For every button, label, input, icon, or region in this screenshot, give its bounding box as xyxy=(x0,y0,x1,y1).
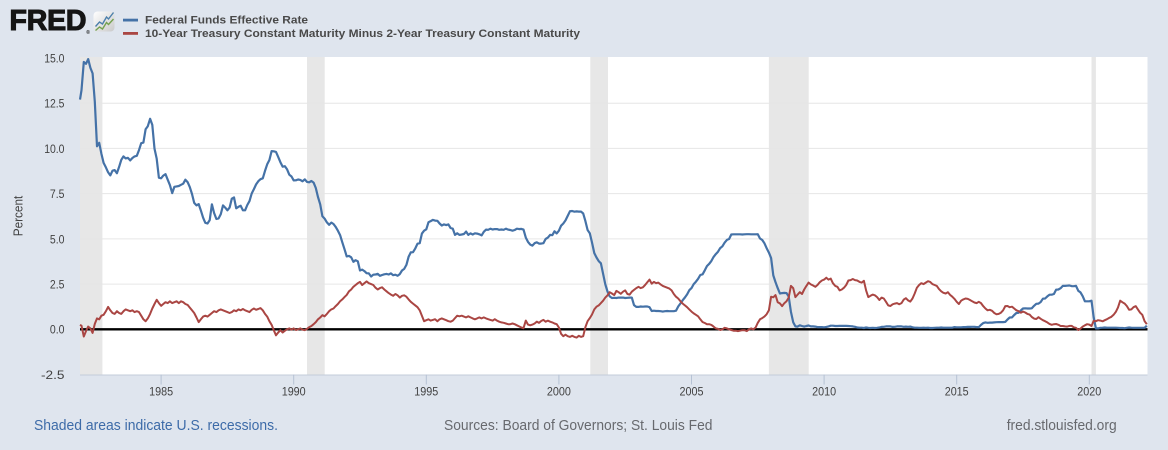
svg-text:2005: 2005 xyxy=(680,385,704,399)
svg-text:5.0: 5.0 xyxy=(50,232,65,246)
svg-text:fred.stlouisfed.org: fred.stlouisfed.org xyxy=(1007,418,1117,434)
svg-text:1985: 1985 xyxy=(149,385,173,399)
svg-text:2000: 2000 xyxy=(547,385,571,399)
svg-text:10-Year Treasury Constant Matu: 10-Year Treasury Constant Maturity Minus… xyxy=(145,28,581,40)
svg-text:Sources: Board of Governors; S: Sources: Board of Governors; St. Louis F… xyxy=(444,418,713,434)
svg-text:-2.5: -2.5 xyxy=(41,368,65,382)
svg-text:2010: 2010 xyxy=(812,385,836,399)
svg-text:2.5: 2.5 xyxy=(50,278,65,292)
svg-text:1990: 1990 xyxy=(282,385,306,399)
svg-text:0.0: 0.0 xyxy=(50,323,65,337)
svg-text:2020: 2020 xyxy=(1077,385,1101,399)
svg-text:Percent: Percent xyxy=(12,195,26,236)
svg-text:2015: 2015 xyxy=(945,385,969,399)
svg-text:1995: 1995 xyxy=(414,385,438,399)
svg-text:10.0: 10.0 xyxy=(44,142,64,156)
svg-text:Federal Funds Effective Rate: Federal Funds Effective Rate xyxy=(145,15,308,27)
svg-text:15.0: 15.0 xyxy=(44,51,64,65)
svg-text:7.5: 7.5 xyxy=(50,187,65,201)
svg-text:Shaded areas indicate U.S. rec: Shaded areas indicate U.S. recessions. xyxy=(34,418,278,434)
svg-text:12.5: 12.5 xyxy=(44,97,64,111)
